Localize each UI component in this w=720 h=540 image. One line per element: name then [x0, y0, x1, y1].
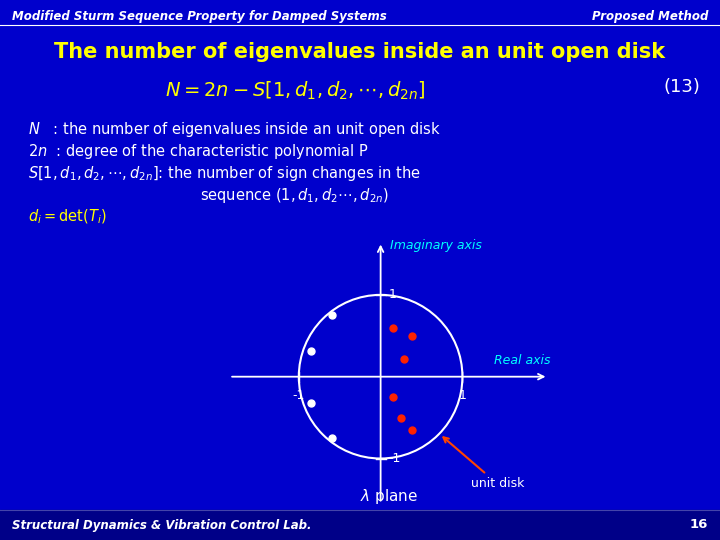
Text: $S[1, d_1, d_2, \cdots, d_{2n}]$: the number of sign changes in the: $S[1, d_1, d_2, \cdots, d_{2n}]$: the nu…: [28, 164, 420, 183]
Text: 1: 1: [389, 288, 397, 301]
Text: $2n$  : degree of the characteristic polynomial P: $2n$ : degree of the characteristic poly…: [28, 142, 369, 161]
Text: sequence $(1, d_1, d_2 \cdots, d_{2n})$: sequence $(1, d_1, d_2 \cdots, d_{2n})$: [200, 186, 389, 205]
Text: Modified Sturm Sequence Property for Damped Systems: Modified Sturm Sequence Property for Dam…: [12, 10, 387, 23]
Text: -1: -1: [292, 389, 305, 402]
Text: The number of eigenvalues inside an unit open disk: The number of eigenvalues inside an unit…: [55, 42, 665, 62]
Bar: [0, 510, 720, 540]
Text: $N$   : the number of eigenvalues inside an unit open disk: $N$ : the number of eigenvalues inside a…: [28, 120, 441, 139]
Text: 1: 1: [459, 389, 467, 402]
Text: Structural Dynamics & Vibration Control Lab.: Structural Dynamics & Vibration Control …: [12, 518, 312, 531]
Text: unit disk: unit disk: [444, 437, 524, 490]
Text: $N = 2n - S[1, d_1, d_2, \cdots  , d_{2n}]$: $N = 2n - S[1, d_1, d_2, \cdots , d_{2n}…: [165, 80, 426, 102]
Text: -1: -1: [389, 452, 401, 465]
Text: Real axis: Real axis: [495, 354, 551, 367]
Text: Proposed Method: Proposed Method: [592, 10, 708, 23]
Text: 16: 16: [690, 518, 708, 531]
Text: Imaginary axis: Imaginary axis: [390, 239, 482, 252]
Text: $\lambda$ plane: $\lambda$ plane: [360, 487, 418, 506]
Text: (13): (13): [663, 78, 700, 96]
Text: $d_i = \det(T_i)$: $d_i = \det(T_i)$: [28, 208, 107, 226]
